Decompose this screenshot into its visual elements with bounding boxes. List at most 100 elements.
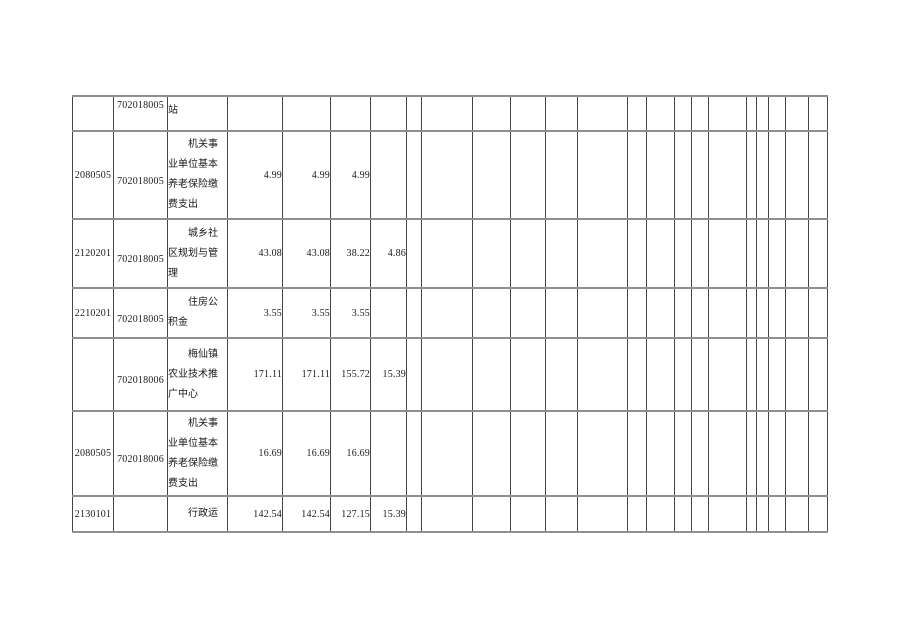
amount-cell: 16.69 [227,410,283,497]
empty-cell [472,495,511,533]
empty-cell [768,410,786,497]
empty-cell [510,410,546,497]
unit-code-cell: 702018006 [113,337,168,412]
unit-code-cell-text: 702018006 [117,375,164,386]
empty-cell [646,95,675,132]
empty-cell [472,337,511,412]
empty-cell [808,287,828,339]
empty-cell [545,495,578,533]
function-code-cell [72,95,114,132]
empty-cell [510,218,546,289]
table-row: 2080505 702018006 机关事业单位基本养老保险缴费支出 16.69 16.… [72,410,828,497]
empty-cell [421,95,473,132]
empty-cell [421,218,473,289]
amount-cell: 43.08 [227,218,283,289]
empty-cell [746,495,757,533]
unit-code-cell-text: 702018006 [117,454,164,465]
empty-cell [768,218,786,289]
empty-cell [674,130,692,220]
empty-cell [577,410,628,497]
amount-cell: 38.22 [330,218,371,289]
empty-cell [472,95,511,132]
empty-cell [756,218,769,289]
empty-cell [768,95,786,132]
amount-cell: 16.69 [330,410,371,497]
empty-cell [768,130,786,220]
empty-cell [746,337,757,412]
unit-code-cell: 702018005 [113,287,168,339]
empty-cell [406,130,422,220]
table-row: 2130101 行政运 142.54 142.54 127.15 15.39 [72,495,828,533]
item-name-cell: 机关事业单位基本养老保险缴费支出 [167,410,228,497]
empty-cell [577,218,628,289]
empty-cell [708,130,747,220]
empty-cell [472,218,511,289]
empty-cell [691,218,709,289]
empty-cell [785,287,809,339]
function-code-cell: 2080505 [72,410,114,497]
amount-cell: 3.55 [282,287,331,339]
amount-cell: 155.72 [330,337,371,412]
empty-cell [577,95,628,132]
empty-cell [421,130,473,220]
empty-cell [646,495,675,533]
empty-cell [674,337,692,412]
empty-cell [510,95,546,132]
empty-cell [674,287,692,339]
function-code-cell: 2130101 [72,495,114,533]
unit-code-cell: 702018005 [113,130,168,220]
empty-cell [421,337,473,412]
empty-cell [406,95,422,132]
unit-code-cell [113,495,168,533]
budget-table-body: 702018005 站 2080505 702018005 机关事业单位基本养老保险缴费… [72,95,828,533]
amount-cell: 16.69 [282,410,331,497]
empty-cell [768,287,786,339]
empty-cell [674,495,692,533]
empty-cell [691,337,709,412]
empty-cell [756,95,769,132]
amount-cell: 4.99 [330,130,371,220]
empty-cell [756,287,769,339]
table-row: 2210201 702018005 住房公积金 3.55 3.55 3.55 [72,287,828,339]
table-row: 702018006 梅仙镇农业技术推广中心 171.11 171.11 155.72 15… [72,337,828,412]
empty-cell [627,495,647,533]
empty-cell [646,287,675,339]
empty-cell [577,495,628,533]
amount-cell: 142.54 [227,495,283,533]
function-code-cell: 2120201 [72,218,114,289]
function-code-cell [72,337,114,412]
empty-cell [691,410,709,497]
amount-cell: 4.86 [370,218,407,289]
table-row: 2120201 702018005 城乡社区规划与管理 43.08 43.08 38.22… [72,218,828,289]
amount-cell [370,410,407,497]
unit-code-cell: 702018005 [113,218,168,289]
empty-cell [472,410,511,497]
item-name-cell: 城乡社区规划与管理 [167,218,228,289]
empty-cell [627,218,647,289]
amount-cell [282,95,331,132]
empty-cell [785,218,809,289]
amount-cell [370,130,407,220]
amount-cell: 3.55 [330,287,371,339]
empty-cell [691,95,709,132]
empty-cell [510,495,546,533]
empty-cell [646,130,675,220]
empty-cell [472,130,511,220]
empty-cell [708,95,747,132]
budget-table: 702018005 站 2080505 702018005 机关事业单位基本养老保险缴费… [72,95,828,533]
empty-cell [545,130,578,220]
empty-cell [646,337,675,412]
empty-cell [785,495,809,533]
empty-cell [472,287,511,339]
amount-cell: 4.99 [227,130,283,220]
amount-cell [370,287,407,339]
empty-cell [708,337,747,412]
empty-cell [691,130,709,220]
unit-code-cell-text: 702018005 [117,254,164,265]
empty-cell [746,95,757,132]
empty-cell [510,130,546,220]
empty-cell [627,95,647,132]
empty-cell [674,218,692,289]
empty-cell [785,130,809,220]
amount-cell [370,95,407,132]
